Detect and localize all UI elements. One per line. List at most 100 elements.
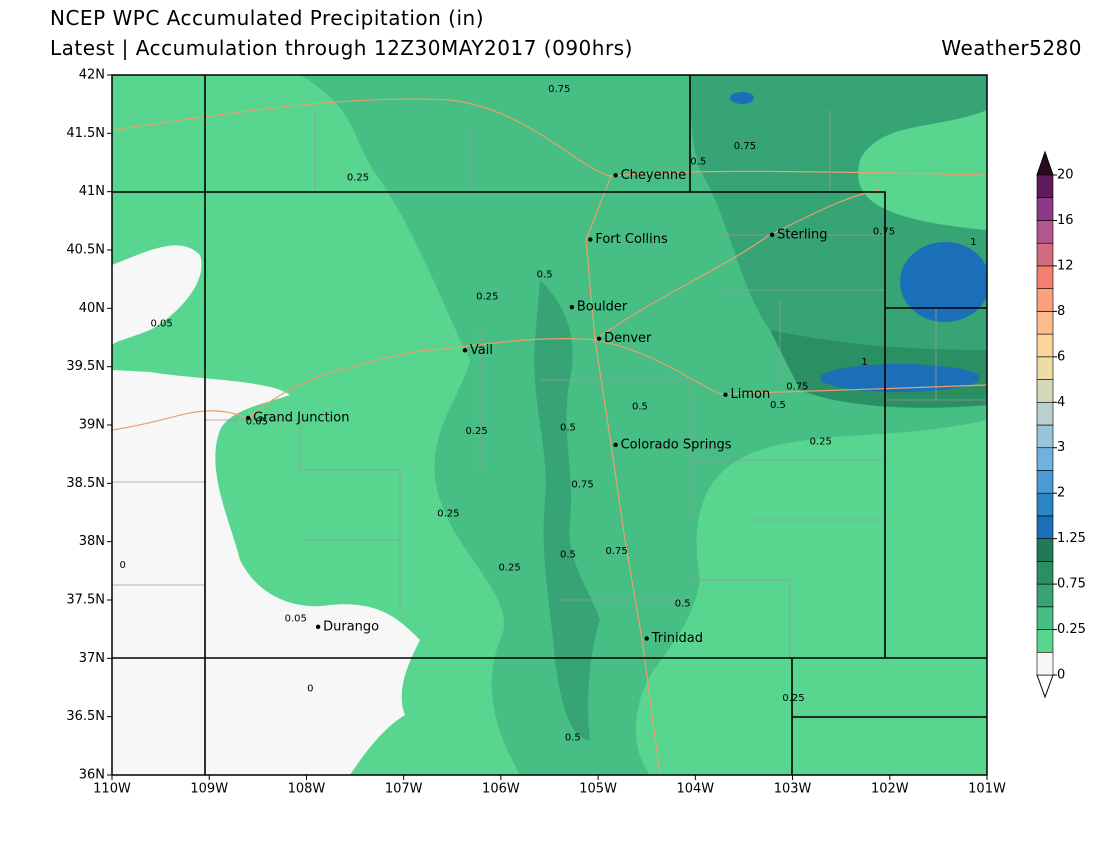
- city-label: Denver: [604, 331, 652, 346]
- y-tick-label: 37.5N: [66, 593, 105, 608]
- city-label: Colorado Springs: [621, 437, 732, 452]
- colorbar-segment: [1036, 447, 1054, 471]
- y-tick-label: 36N: [79, 768, 105, 783]
- colorbar-label: 16: [1057, 213, 1074, 228]
- contour-label: 0.05: [285, 614, 307, 625]
- contour-label: 0.5: [565, 733, 581, 744]
- city-marker: [769, 232, 775, 238]
- city-label: Cheyenne: [621, 168, 686, 183]
- field-dry: [112, 370, 420, 775]
- colorbar-segment: [1036, 242, 1054, 267]
- colorbar-label: 0.75: [1057, 577, 1086, 592]
- colorbar-label: 3: [1057, 440, 1065, 455]
- city-marker: [596, 336, 602, 341]
- city-label: Trinidad: [651, 631, 703, 646]
- contour-label: 0.75: [571, 480, 593, 491]
- contour-label: 1: [970, 237, 976, 248]
- y-tick-label: 42N: [79, 68, 105, 83]
- colorbar-segment: [1036, 470, 1054, 494]
- city-marker: [613, 173, 618, 178]
- state-borders: [112, 75, 987, 775]
- y-tick-label: 37N: [79, 651, 105, 666]
- colorbar-segment: [1036, 492, 1054, 517]
- y-tick-label: 40.5N: [66, 243, 105, 258]
- city-label: Durango: [323, 619, 379, 634]
- colorbar-segment: [1036, 197, 1054, 221]
- colorbar-bottom: [1036, 674, 1054, 699]
- x-tick-label: 105W: [579, 782, 617, 797]
- subtitle: Latest | Accumulation through 12Z30MAY20…: [50, 36, 633, 60]
- colorbar-segment: [1036, 288, 1054, 312]
- contour-label: 0.75: [548, 84, 570, 95]
- city-label: Boulder: [577, 300, 628, 315]
- colorbar-segment: [1036, 629, 1054, 653]
- x-tick-label: 103W: [774, 782, 812, 797]
- city-label: Grand Junction: [253, 411, 349, 426]
- contour-label: 0: [307, 684, 313, 695]
- contour-label: 0.5: [560, 550, 576, 561]
- colorbar-segment: [1036, 379, 1054, 403]
- contour-label: 0.05: [246, 417, 268, 428]
- y-tick-label: 38.5N: [66, 476, 105, 491]
- colorbar-top: [1036, 150, 1054, 176]
- field-max: [730, 92, 754, 104]
- colorbar-label: 8: [1057, 304, 1065, 319]
- colorbar-segment: [1036, 424, 1054, 449]
- x-tick-label: 110W: [93, 782, 131, 797]
- colorbar-label: 1.25: [1057, 531, 1086, 546]
- contour-label: 0.5: [770, 400, 786, 411]
- colorbar-label: 20: [1057, 168, 1074, 183]
- contour-label: 0: [120, 560, 126, 571]
- field-high: [534, 280, 600, 740]
- colorbar-segment: [1036, 561, 1054, 585]
- title: NCEP WPC Accumulated Precipitation (in): [50, 6, 484, 30]
- contour-label: 0.25: [476, 292, 498, 303]
- city-marker: [723, 392, 728, 397]
- contour-label: 0.25: [465, 426, 487, 437]
- city-label: Sterling: [777, 227, 827, 242]
- contour-label: 0.05: [150, 319, 172, 330]
- colorbar-segment: [1036, 265, 1054, 289]
- contour-label: 0.25: [347, 173, 369, 184]
- contour-label: 1: [861, 357, 867, 368]
- x-tick-label: 108W: [288, 782, 326, 797]
- x-tick-label: 104W: [676, 782, 714, 797]
- colorbar-label: 0: [1057, 668, 1065, 683]
- field-max: [820, 364, 980, 392]
- field-high: [690, 75, 987, 403]
- city-label: Fort Collins: [595, 232, 668, 247]
- colorbar-label: 6: [1057, 349, 1065, 364]
- y-tick-label: 38N: [79, 534, 105, 549]
- colorbar-label: 12: [1057, 258, 1074, 273]
- contour-label: 0.75: [605, 546, 627, 557]
- brand: Weather5280: [941, 36, 1082, 60]
- contour-label: 0.5: [675, 599, 691, 610]
- city-marker: [462, 348, 468, 353]
- y-tick-label: 41N: [79, 184, 105, 199]
- y-tick-label: 39.5N: [66, 359, 105, 374]
- colorbar-segment: [1036, 220, 1054, 244]
- city-marker: [315, 624, 321, 630]
- highway: [594, 189, 881, 341]
- colorbar-segment: [1036, 401, 1054, 426]
- colorbar-segment: [1036, 651, 1054, 676]
- city-marker: [588, 237, 593, 242]
- colorbar-segment: [1036, 333, 1054, 358]
- x-tick-label: 102W: [871, 782, 909, 797]
- x-tick-label: 107W: [385, 782, 423, 797]
- contour-label: 0.75: [786, 382, 808, 393]
- contour-label: 0.25: [499, 562, 521, 573]
- city-marker: [644, 636, 649, 641]
- highway: [112, 98, 987, 177]
- colorbar-segment: [1036, 174, 1054, 199]
- colorbar-segment: [1036, 515, 1054, 539]
- contour-label: 0.75: [734, 141, 756, 152]
- y-tick-label: 39N: [79, 418, 105, 433]
- x-tick-label: 101W: [968, 782, 1006, 797]
- highway: [585, 175, 661, 775]
- contour-label: 0.25: [437, 509, 459, 520]
- city-marker: [569, 304, 575, 310]
- colorbar-label: 2: [1057, 486, 1065, 501]
